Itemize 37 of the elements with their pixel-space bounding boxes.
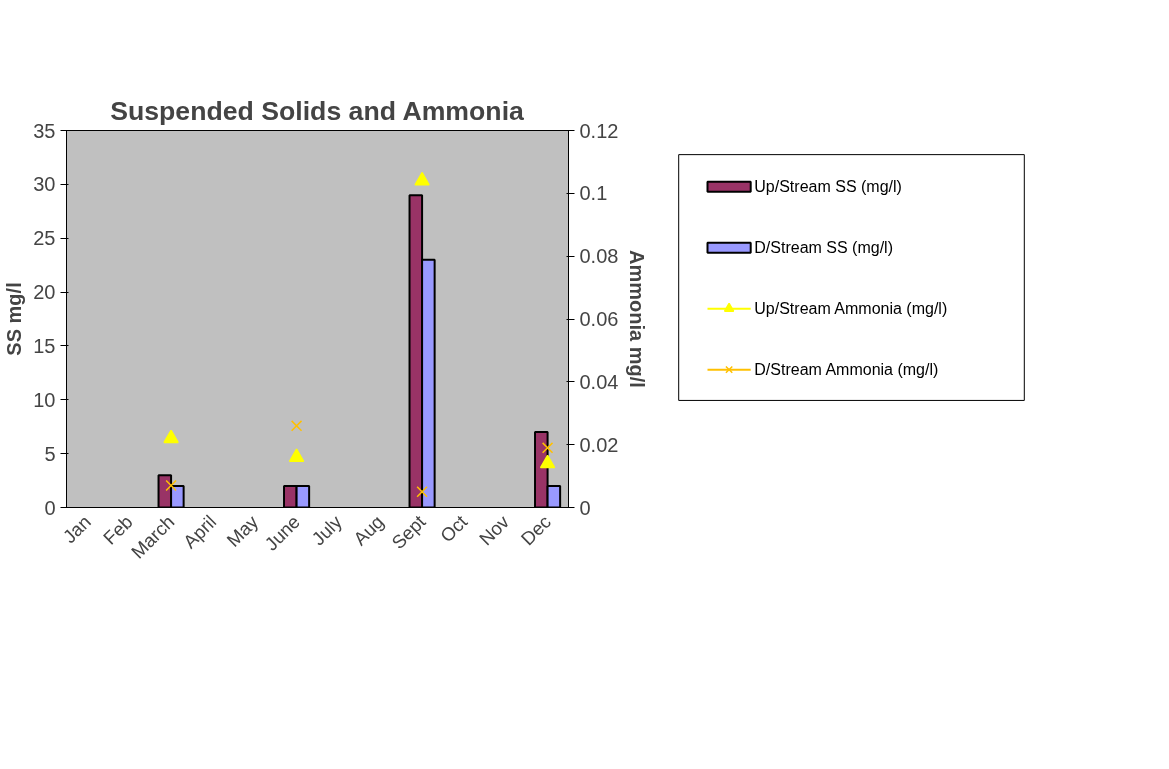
x-tick-label: Dec: [516, 511, 556, 550]
y-axis-title: SS mg/l: [3, 282, 26, 356]
y-tick-label: 20: [33, 281, 56, 304]
point: [290, 420, 303, 432]
y2-tick-label: 0.1: [579, 182, 608, 205]
y-tick-label: 35: [33, 119, 56, 142]
y-tick-label: 25: [33, 227, 56, 250]
y2-tick-label: 0.04: [579, 370, 619, 393]
legend-label: Up/Stream Ammonia (mg/l): [754, 300, 948, 318]
x-tick-label: Feb: [99, 511, 137, 549]
y-tick-label: 15: [33, 334, 56, 357]
y2-tick-label: 0.02: [579, 433, 619, 456]
x-tick-label: Oct: [435, 510, 472, 547]
chart-title: Suspended Solids and Ammonia: [110, 95, 525, 126]
legend-label: D/Stream SS (mg/l): [754, 239, 893, 257]
legend-label: D/Stream Ammonia (mg/l): [754, 361, 939, 379]
point: [541, 442, 554, 454]
point: [414, 171, 430, 186]
y2-tick-label: 0.12: [579, 119, 619, 142]
x-tick-label: Nov: [474, 510, 514, 550]
y-tick-label: 10: [33, 388, 56, 411]
y2-axis-title: Ammonia mg/l: [626, 250, 649, 388]
y2-tick-label: 0.06: [579, 308, 619, 330]
point: [163, 429, 179, 444]
point: [288, 448, 305, 463]
point: [539, 454, 556, 469]
x-tick-label: Jan: [58, 511, 95, 548]
y-tick-label: 30: [33, 173, 56, 196]
x-tick-label: May: [222, 510, 263, 551]
point: [416, 486, 428, 498]
legend-label: Up/Stream SS (mg/l): [754, 178, 902, 196]
y2-tick-label: 0: [579, 496, 591, 519]
y-tick-label: 0: [44, 496, 56, 519]
y2-tick-label: 0.08: [579, 245, 619, 268]
x-tick-label: Aug: [349, 511, 388, 550]
y-tick-label: 5: [44, 442, 56, 465]
x-tick-label: July: [307, 510, 347, 550]
